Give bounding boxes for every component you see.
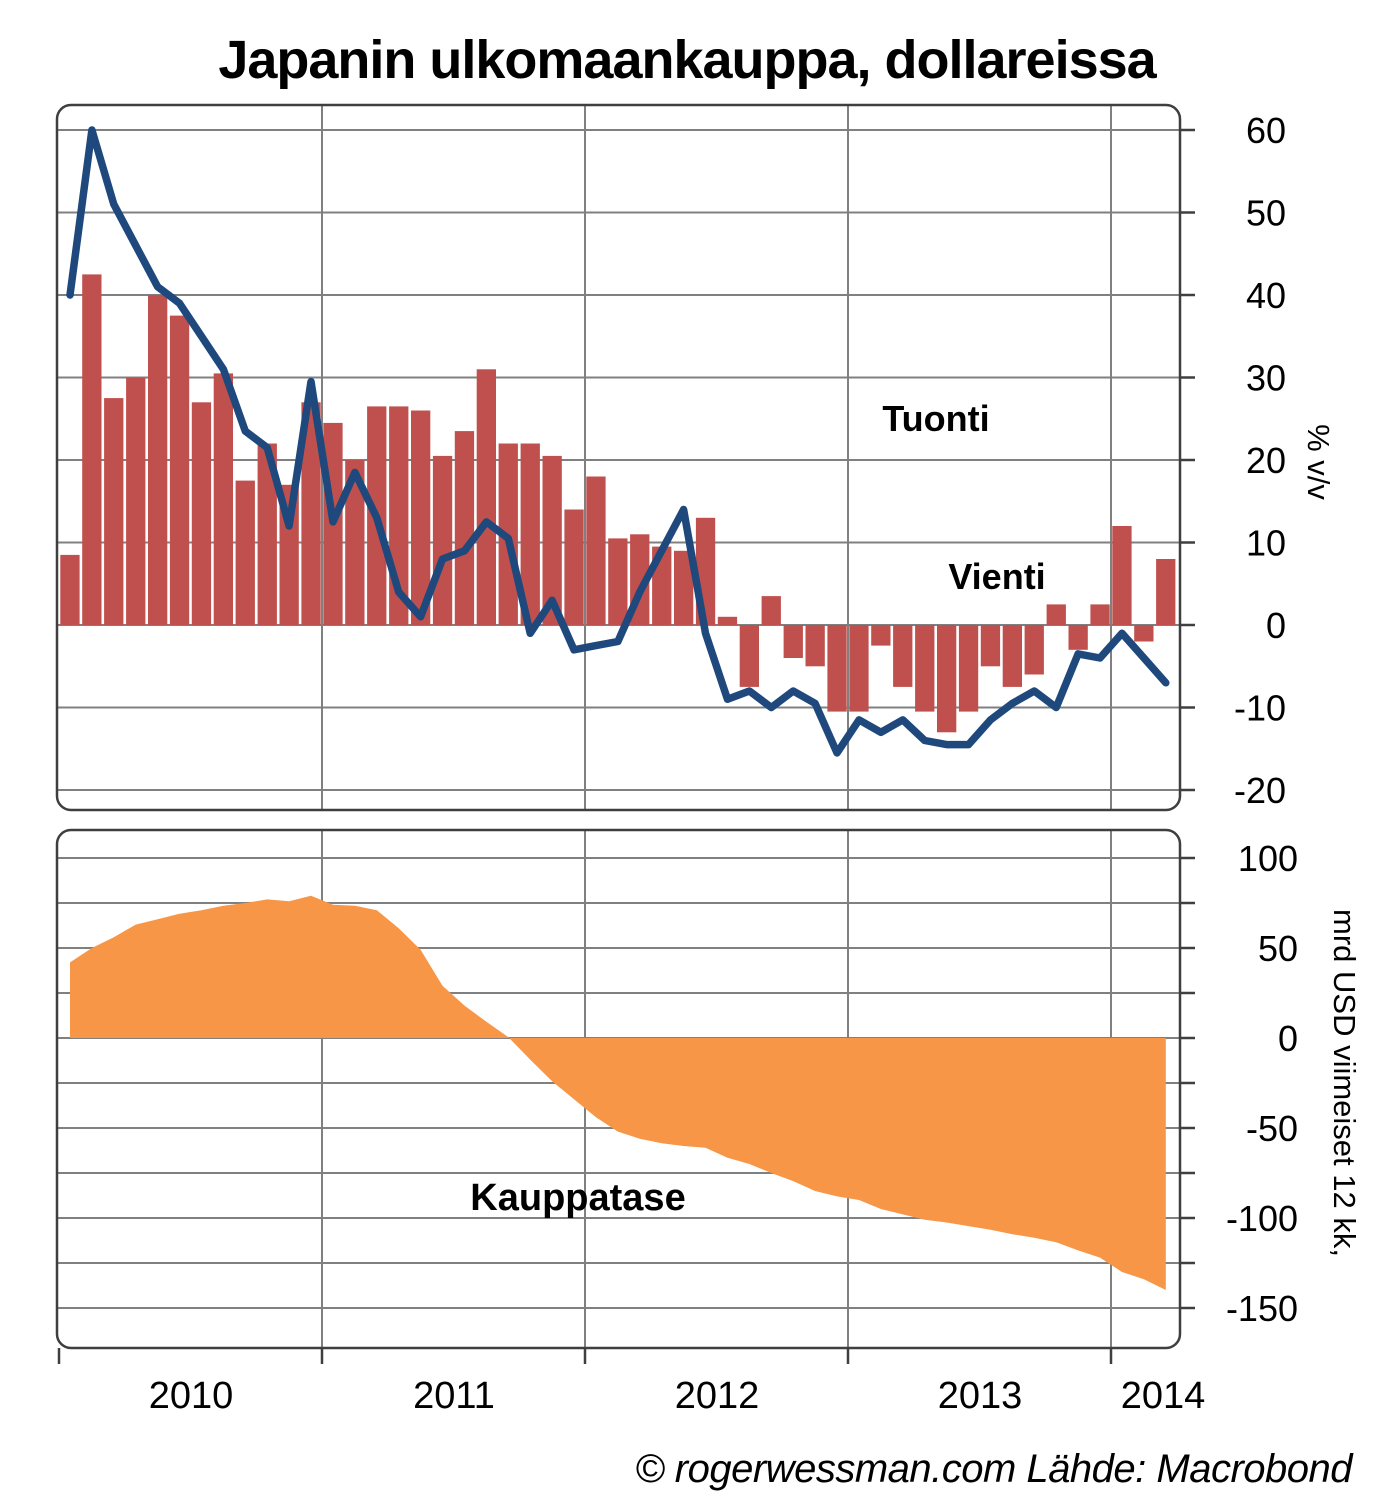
tuonti-bar bbox=[411, 410, 431, 625]
tuonti-bar bbox=[1046, 604, 1066, 625]
tuonti-bar bbox=[586, 476, 606, 625]
tuonti-bar bbox=[915, 625, 935, 712]
y-tick-label: 60 bbox=[1246, 110, 1286, 151]
tuonti-bar bbox=[454, 431, 475, 625]
tuonti-bar bbox=[871, 625, 891, 646]
tuonti-bar bbox=[805, 625, 825, 667]
tuonti-bar bbox=[104, 398, 124, 625]
kauppatase-area bbox=[70, 895, 1166, 1290]
y-tick-label: -50 bbox=[1246, 1108, 1298, 1149]
x-year-label: 2010 bbox=[149, 1375, 234, 1417]
tuonti-bar bbox=[674, 550, 694, 626]
tuonti-bar bbox=[476, 369, 496, 626]
tuonti-bar bbox=[717, 616, 738, 626]
tuonti-bar bbox=[761, 596, 781, 625]
tuonti-bar bbox=[301, 402, 321, 626]
y-tick-label: 20 bbox=[1246, 440, 1286, 481]
top-panel-yoy-chart: 60 50 40 30 20 10 0 -10 -20 bbox=[55, 103, 1286, 812]
x-year-label: 2014 bbox=[1121, 1375, 1206, 1417]
tuonti-bar bbox=[783, 625, 803, 658]
tuonti-bar bbox=[1090, 604, 1110, 625]
tuonti-bar bbox=[82, 274, 102, 625]
y-tick-label: -100 bbox=[1226, 1198, 1298, 1239]
tuonti-bar bbox=[235, 480, 255, 625]
tuonti-bar bbox=[169, 315, 190, 625]
y-tick-label: 30 bbox=[1246, 358, 1286, 399]
y-tick-label: 40 bbox=[1246, 275, 1286, 316]
tuonti-bar bbox=[937, 625, 957, 733]
footer-credit: © rogerwessman.com Lähde: Macrobond bbox=[635, 1447, 1354, 1491]
tuonti-bar bbox=[958, 625, 979, 712]
tuonti-bar bbox=[564, 509, 584, 625]
x-year-label: 2013 bbox=[938, 1375, 1023, 1417]
bottom-panel-balance-chart: 100 50 0 -50 -100 -150 bbox=[55, 828, 1298, 1350]
y-tick-label: -20 bbox=[1234, 770, 1286, 811]
tuonti-bar bbox=[980, 625, 1001, 667]
y-tick-label: -150 bbox=[1226, 1288, 1298, 1329]
tuonti-bar bbox=[126, 377, 146, 625]
x-axis: 2010 2011 2012 2013 2014 bbox=[57, 1348, 1206, 1417]
y-tick-label: 0 bbox=[1278, 1018, 1298, 1059]
tuonti-bar bbox=[1024, 625, 1044, 675]
bottom-y-axis-title: mrd USD viimeiset 12 kk, bbox=[1327, 909, 1362, 1257]
tuonti-bar bbox=[213, 373, 233, 625]
tuonti-bar bbox=[1134, 625, 1154, 642]
tuonti-bar bbox=[60, 554, 80, 625]
tuonti-bar bbox=[520, 443, 540, 625]
page-title: Japanin ulkomaankauppa, dollareissa bbox=[218, 30, 1157, 90]
vienti-line bbox=[66, 126, 1170, 757]
y-tick-label: -10 bbox=[1234, 688, 1286, 729]
tuonti-bar bbox=[542, 455, 562, 625]
tuonti-bar bbox=[345, 460, 365, 625]
top-panel-border bbox=[55, 103, 1182, 812]
tuonti-bar bbox=[1002, 625, 1022, 687]
tuonti-bar bbox=[849, 625, 869, 712]
y-tick-label: 50 bbox=[1258, 928, 1298, 969]
tuonti-series-label: Tuonti bbox=[882, 398, 989, 439]
tuonti-bar bbox=[739, 625, 759, 687]
tuonti-bar bbox=[1112, 526, 1132, 625]
tuonti-bar bbox=[1156, 559, 1176, 625]
y-tick-label: 10 bbox=[1246, 523, 1286, 564]
tuonti-bar bbox=[148, 295, 168, 625]
x-year-label: 2011 bbox=[413, 1375, 495, 1417]
kauppatase-series-label: Kauppatase bbox=[470, 1177, 685, 1219]
tuonti-bar bbox=[608, 538, 628, 625]
y-tick-label: 0 bbox=[1266, 605, 1286, 646]
tuonti-bar bbox=[1068, 625, 1088, 650]
x-year-label: 2012 bbox=[675, 1375, 760, 1417]
top-y-axis-title: % v/v bbox=[1301, 424, 1336, 500]
tuonti-bar bbox=[257, 443, 277, 625]
tuonti-bar bbox=[827, 625, 847, 712]
tuonti-bar bbox=[432, 455, 453, 625]
y-tick-label: 100 bbox=[1238, 838, 1298, 879]
tuonti-bar bbox=[893, 625, 913, 687]
y-tick-label: 50 bbox=[1246, 193, 1286, 234]
tuonti-bar bbox=[191, 402, 212, 626]
vienti-series-label: Vienti bbox=[948, 556, 1045, 597]
bottom-panel-border bbox=[55, 828, 1182, 1350]
